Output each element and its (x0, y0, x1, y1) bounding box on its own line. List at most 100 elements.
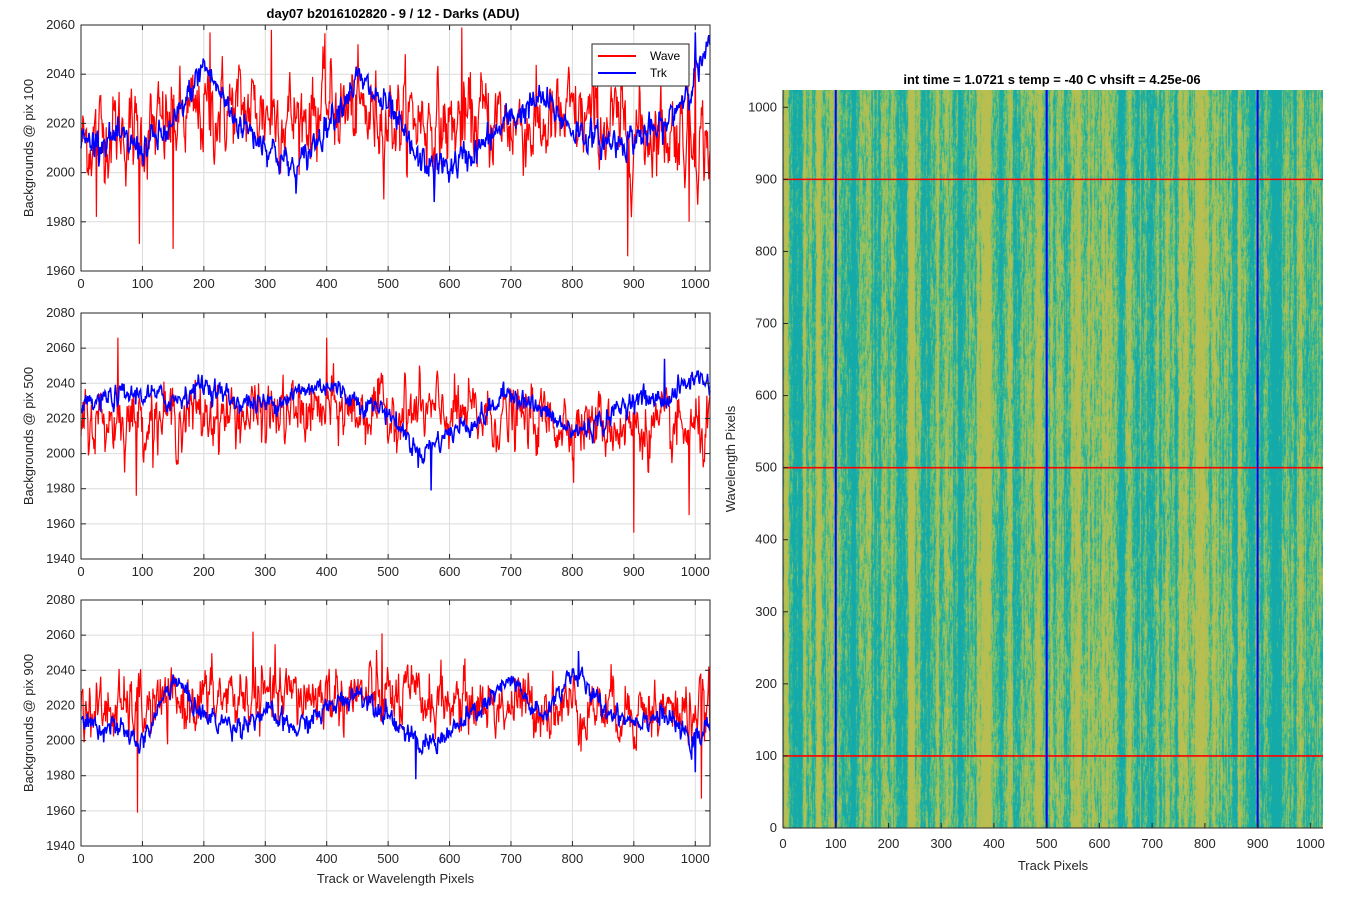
x-tick-label: 300 (930, 836, 952, 851)
x-tick-label: 0 (779, 836, 786, 851)
x-tick-label: 300 (254, 276, 276, 291)
x-tick-label: 400 (316, 564, 338, 579)
plot-area (81, 313, 710, 559)
series-trk-line (80, 358, 711, 491)
x-tick-label: 300 (254, 564, 276, 579)
axes-2: 0 100 200 300 400 500 600 700 800 900 1000 1940 1960… (21, 305, 711, 579)
x-tick-label: 500 (1036, 836, 1058, 851)
x-tick-label: 800 (562, 564, 584, 579)
series-wave-line (80, 631, 711, 813)
y-tick-label: 2020 (46, 410, 75, 425)
image-title: int time = 1.0721 s temp = -40 C vhsift … (903, 72, 1200, 87)
y-tick-label: 600 (755, 388, 777, 403)
x-tick-label: 0 (77, 851, 84, 866)
series-trk-line (80, 32, 711, 203)
x-tick-label: 400 (983, 836, 1005, 851)
y-tick-label: 2000 (46, 733, 75, 748)
series-wave-line (80, 27, 711, 257)
y-tick-label: 700 (755, 316, 777, 331)
axes-box (80, 24, 711, 272)
y-tick-label: 1940 (46, 838, 75, 853)
x-tick-label: 600 (439, 276, 461, 291)
y-tick-label: 500 (755, 460, 777, 475)
legend-label-wave: Wave (650, 49, 681, 63)
y-tick-label: 1940 (46, 551, 75, 566)
axes-box (80, 599, 711, 847)
y-axis-label: Wavelength Pixels (723, 405, 738, 512)
x-tick-label: 100 (132, 564, 154, 579)
y-tick-label: 300 (755, 604, 777, 619)
x-tick-label: 1000 (681, 851, 710, 866)
x-tick-label: 900 (623, 276, 645, 291)
x-tick-label: 700 (1141, 836, 1163, 851)
x-tick-label: 700 (500, 564, 522, 579)
x-tick-label: 100 (132, 276, 154, 291)
x-tick-label: 1000 (681, 276, 710, 291)
y-tick-label: 2060 (46, 627, 75, 642)
y-tick-label: 900 (755, 171, 777, 186)
y-tick-label: 2040 (46, 66, 75, 81)
x-tick-label: 1000 (681, 564, 710, 579)
x-tick-label: 200 (193, 276, 215, 291)
y-tick-label: 1000 (748, 99, 777, 114)
x-tick-label: 200 (878, 836, 900, 851)
y-axis-label: Backgrounds @ pix 900 (21, 654, 36, 792)
axes-box (80, 312, 711, 560)
x-tick-label: 900 (623, 564, 645, 579)
y-tick-label: 2020 (46, 115, 75, 130)
x-tick-label: 900 (1247, 836, 1269, 851)
y-tick-label: 1960 (46, 516, 75, 531)
x-tick-label: 0 (77, 276, 84, 291)
y-tick-label: 1980 (46, 214, 75, 229)
y-tick-label: 2000 (46, 165, 75, 180)
x-tick-label: 700 (500, 851, 522, 866)
y-tick-label: 2000 (46, 446, 75, 461)
y-tick-label: 400 (755, 532, 777, 547)
x-tick-label: 400 (316, 276, 338, 291)
x-tick-label: 500 (377, 276, 399, 291)
x-tick-label: 100 (132, 851, 154, 866)
series-wave-line (80, 337, 711, 533)
x-axis-label: Track Pixels (1018, 858, 1089, 873)
y-axis-label: Backgrounds @ pix 500 (21, 367, 36, 505)
x-tick-label: 400 (316, 851, 338, 866)
x-tick-label: 800 (562, 851, 584, 866)
x-tick-label: 600 (1089, 836, 1111, 851)
y-tick-label: 100 (755, 748, 777, 763)
y-tick-label: 2020 (46, 697, 75, 712)
y-tick-label: 1960 (46, 803, 75, 818)
legend: Wave Trk (591, 43, 690, 87)
x-tick-label: 900 (623, 851, 645, 866)
y-tick-label: 2060 (46, 17, 75, 32)
y-tick-label: 2040 (46, 662, 75, 677)
x-axis-label: Track or Wavelength Pixels (317, 871, 475, 886)
y-tick-label: 2040 (46, 375, 75, 390)
x-tick-label: 600 (439, 564, 461, 579)
x-tick-label: 700 (500, 276, 522, 291)
y-tick-label: 2060 (46, 340, 75, 355)
series-trk-line (80, 650, 711, 780)
y-tick-label: 1980 (46, 481, 75, 496)
y-tick-label: 200 (755, 676, 777, 691)
axes-1: 0 100 200 300 400 500 600 700 800 900 1000 1960 1980… (21, 17, 711, 291)
x-tick-label: 600 (439, 851, 461, 866)
axes-3: 0 100 200 300 400 500 600 700 800 900 1000 1940 1960… (21, 592, 711, 886)
x-tick-label: 1000 (1296, 836, 1325, 851)
x-tick-label: 0 (77, 564, 84, 579)
x-tick-label: 800 (562, 276, 584, 291)
x-tick-label: 800 (1194, 836, 1216, 851)
y-tick-label: 1960 (46, 263, 75, 278)
y-tick-label: 2080 (46, 592, 75, 607)
figure-title: day07 b2016102820 - 9 / 12 - Darks (ADU) (267, 6, 520, 21)
y-tick-label: 800 (755, 243, 777, 258)
legend-box (591, 43, 690, 87)
legend-label-trk: Trk (650, 66, 668, 80)
y-tick-label: 2080 (46, 305, 75, 320)
x-tick-label: 100 (825, 836, 847, 851)
y-tick-label: 1980 (46, 768, 75, 783)
x-tick-label: 200 (193, 851, 215, 866)
x-tick-label: 500 (377, 564, 399, 579)
y-tick-label: 0 (770, 820, 777, 835)
x-tick-label: 200 (193, 564, 215, 579)
